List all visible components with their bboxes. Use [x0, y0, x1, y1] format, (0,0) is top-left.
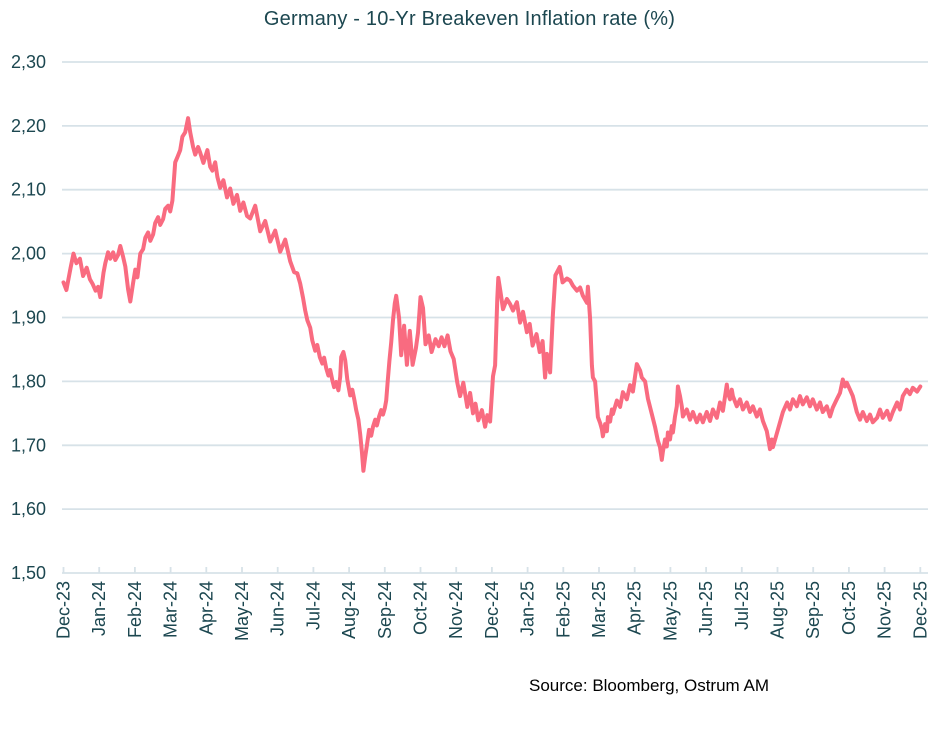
x-axis-label: Jun-24	[268, 581, 288, 636]
x-axis-label: Dec-24	[482, 581, 502, 639]
y-axis-label: 1,90	[11, 308, 46, 328]
x-axis-label: Jan-25	[518, 581, 538, 636]
x-axis-label: Aug-24	[339, 581, 359, 639]
x-axis-label: Nov-24	[446, 581, 466, 639]
x-axis-label: Oct-24	[411, 581, 431, 635]
x-axis-label: Jan-24	[89, 581, 109, 636]
x-axis-label: Jul-24	[303, 581, 323, 630]
x-axis-label: Feb-25	[553, 581, 573, 638]
x-axis-label: Mar-24	[161, 581, 181, 638]
y-axis-label: 1,50	[11, 563, 46, 583]
y-axis-label: 2,10	[11, 180, 46, 200]
x-axis-label: Feb-24	[125, 581, 145, 638]
x-axis-label: Jun-25	[696, 581, 716, 636]
x-axis-label: May-24	[232, 581, 252, 641]
y-axis-label: 2,00	[11, 244, 46, 264]
chart-title: Germany - 10-Yr Breakeven Inflation rate…	[263, 8, 676, 30]
x-axis-label: Oct-25	[839, 581, 859, 635]
x-axis-label: Nov-25	[875, 581, 895, 639]
y-axis-label: 2,30	[11, 52, 46, 72]
y-axis-label: 1,70	[11, 435, 46, 455]
x-axis-label: Dec-23	[54, 581, 74, 639]
series-line	[61, 116, 923, 473]
x-axis-label: Apr-25	[625, 581, 645, 635]
source-caption: Source: Bloomberg, Ostrum AM	[529, 676, 769, 695]
x-axis-label: Sep-25	[803, 581, 823, 639]
x-axis-label: Sep-24	[375, 581, 395, 639]
x-axis-label: Dec-25	[910, 581, 930, 639]
x-axis-label: Jul-25	[732, 581, 752, 630]
y-axis-label: 1,80	[11, 371, 46, 391]
y-axis-label: 1,60	[11, 499, 46, 519]
x-axis-label: May-25	[660, 581, 680, 641]
y-axis-label: 2,20	[11, 116, 46, 136]
x-axis-label: Apr-24	[196, 581, 216, 635]
x-axis-label: Mar-25	[589, 581, 609, 638]
x-axis-label: Aug-25	[768, 581, 788, 639]
